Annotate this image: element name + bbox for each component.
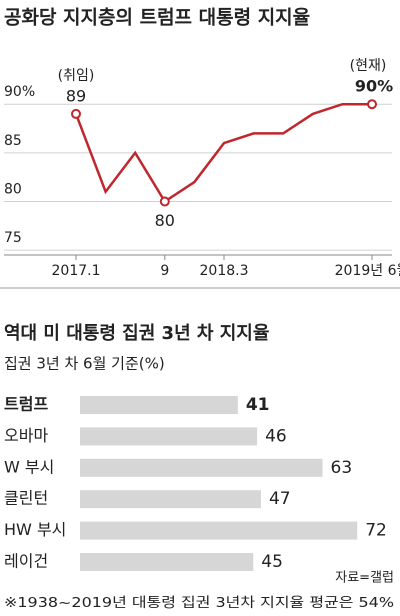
point [71,108,81,119]
x-tick-label: 9 [160,263,169,279]
category-label: 오바마 [4,426,48,445]
y-tick-label: 75 [4,230,22,246]
point-note: (취임) [58,68,95,84]
y-tick-label: 85 [4,133,22,149]
x-tick-label: 2019년 6월 [335,263,400,279]
point [367,99,377,110]
data-label: 90% [355,77,393,96]
source: 자료=갤럽 [335,571,394,586]
bar [80,427,258,446]
value-label: 41 [246,395,270,415]
data-label: 80 [155,211,175,230]
x-tick-label: 2017.1 [52,263,101,279]
value-label: 45 [261,552,283,572]
point [159,196,170,207]
line [74,102,372,204]
category-label: 클린턴 [4,489,48,508]
bar [80,521,358,540]
point-note: (현재) [350,58,387,74]
footnote: ※1938~2019년 대통령 집권 3년차 지지율 평균은 54% [4,595,394,611]
x-tick-label: 2018.3 [200,263,249,279]
bar [80,396,238,414]
value-label: 72 [365,521,387,541]
y-tick-label: 90% [4,84,35,100]
category-label: HW 부시 [4,520,66,539]
value-label: 63 [331,458,353,478]
data-label: 89 [66,86,86,105]
y-tick-label: 80 [4,181,22,197]
bar-chart-subtitle: 집권 3년 차 6월 기준(%) [4,355,165,373]
bar [80,458,323,477]
value-label: 46 [265,426,287,446]
bar [80,553,254,571]
category-label: 트럼프 [4,395,48,414]
category-label: 레이건 [4,552,48,571]
bar [80,490,261,509]
line-chart-title: 공화당 지지층의 트럼프 대통령 지지율 [4,7,310,29]
value-label: 47 [269,489,291,509]
category-label: W 부시 [4,457,54,476]
bar-chart-title: 역대 미 대통령 집권 3년 차 지지율 [4,323,269,344]
